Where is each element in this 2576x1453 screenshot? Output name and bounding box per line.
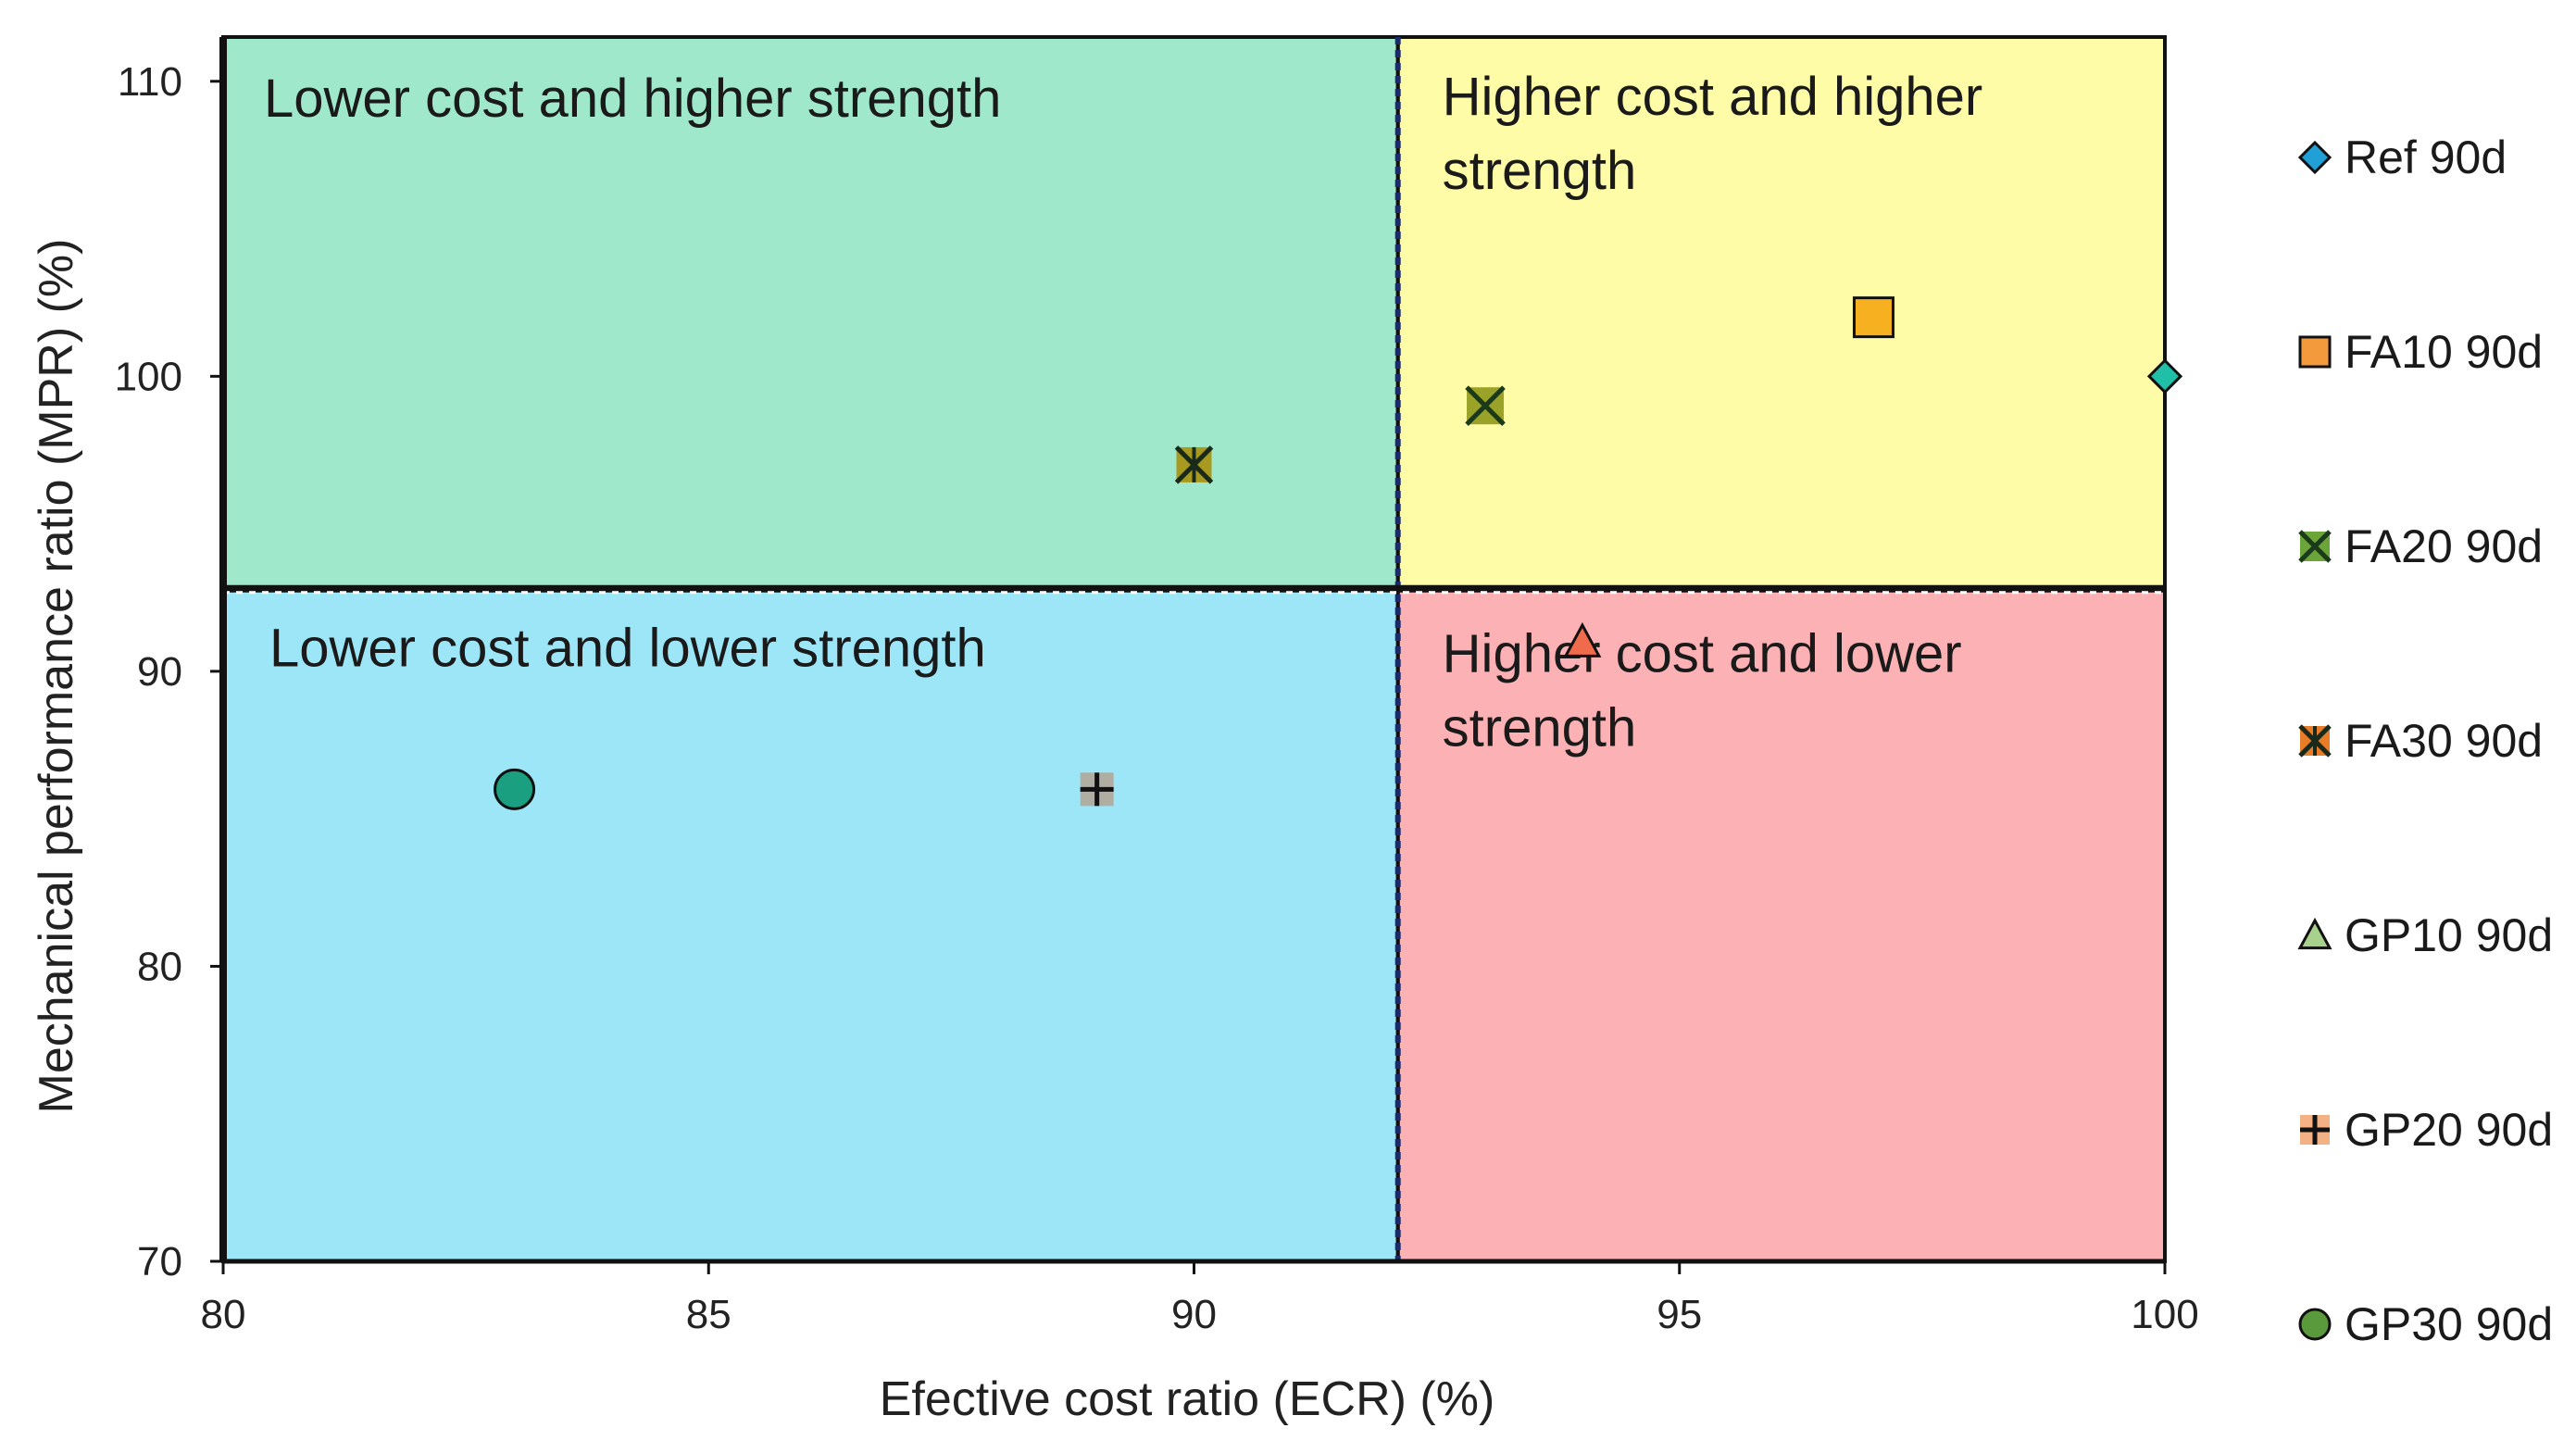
x-tick-label: 85 — [686, 1292, 732, 1337]
point-marker-gp30-90d — [494, 768, 536, 810]
legend-item-gp30-90d: GP30 90d — [2298, 1298, 2553, 1350]
quadrant-layer — [223, 37, 2165, 1261]
quadrant-label-layer: Lower cost and higher strength Higher cos… — [264, 67, 1982, 758]
legend-item-fa10-90d: FA10 90d — [2298, 326, 2543, 378]
quadrant-label-br: Higher cost and lower — [1443, 624, 1962, 684]
data-point-fa20-90d — [1465, 385, 1506, 426]
x-tick-label: 95 — [1657, 1292, 1702, 1337]
point-marker-ref-90d — [2146, 358, 2183, 395]
quadrant-label-tl: Lower cost and higher strength — [264, 69, 1001, 129]
x-axis-title: Efective cost ratio (ECR) (%) — [880, 1372, 1495, 1426]
legend-marker-fa10-90d — [2298, 335, 2332, 369]
x-tick-label: 100 — [2131, 1292, 2198, 1337]
legend-item-gp20-90d: GP20 90d — [2300, 1104, 2553, 1156]
legend-item-fa20-90d: FA20 90d — [2298, 520, 2543, 572]
quadrant-label-br: strength — [1443, 698, 1637, 758]
legend-label: FA20 90d — [2345, 520, 2543, 572]
y-tick-label: 100 — [115, 354, 182, 399]
quadrant-label-tr: strength — [1443, 141, 1637, 201]
legend-label: FA10 90d — [2345, 326, 2543, 378]
data-point-gp30-90d — [494, 768, 536, 810]
legend-marker-gp30-90d — [2298, 1308, 2332, 1341]
quadrant-tl — [223, 37, 1398, 589]
data-point-fa10-90d — [1852, 296, 1894, 339]
y-axis-title: Mechanical performance ratio (MPR) (%) — [30, 239, 83, 1114]
y-tick-label: 70 — [137, 1239, 182, 1284]
legend-label: GP10 90d — [2345, 909, 2553, 961]
quadrant-br — [1397, 588, 2165, 1261]
legend-label: FA30 90d — [2345, 715, 2543, 767]
y-tick-label: 110 — [118, 59, 182, 105]
legend-marker-ref-90d — [2297, 140, 2332, 175]
point-marker-gp10-90d — [1563, 621, 1602, 658]
data-point-gp10-90d — [1563, 621, 1602, 658]
legend-item-ref-90d: Ref 90d — [2297, 132, 2507, 183]
quadrant-label-tr: Higher cost and higher — [1443, 67, 1983, 127]
legend-item-gp10-90d: GP10 90d — [2297, 909, 2553, 961]
legend-marker-gp10-90d — [2297, 917, 2332, 950]
quadrant-bl — [223, 588, 1398, 1261]
legend-label: GP30 90d — [2345, 1298, 2553, 1350]
legend-label: Ref 90d — [2345, 132, 2507, 183]
data-point-gp20-90d — [1080, 772, 1114, 807]
legend-item-fa30-90d: FA30 90d — [2298, 715, 2543, 767]
data-point-ref-90d — [2146, 358, 2183, 395]
data-point-fa30-90d — [1174, 445, 1214, 484]
points-layer — [494, 296, 2183, 810]
point-marker-fa20-90d-stroke — [1465, 385, 1506, 426]
y-tick-label: 80 — [137, 944, 182, 989]
legend-marker-fa20-90d-stroke — [2298, 530, 2332, 563]
legend-label: GP20 90d — [2345, 1104, 2553, 1156]
axes-layer: 80 85 90 95 100 70 80 90 100 110 — [115, 59, 2199, 1337]
x-tick-label: 80 — [201, 1292, 246, 1337]
y-tick-label: 90 — [137, 649, 182, 695]
quadrant-tr — [1397, 37, 2165, 589]
x-tick-label: 90 — [1171, 1292, 1217, 1337]
quadrant-label-bl: Lower cost and lower strength — [269, 619, 986, 679]
point-marker-fa10-90d — [1852, 296, 1894, 339]
legend: Ref 90d FA10 90d FA20 90d FA30 90d GP10 90d G… — [2297, 132, 2553, 1350]
